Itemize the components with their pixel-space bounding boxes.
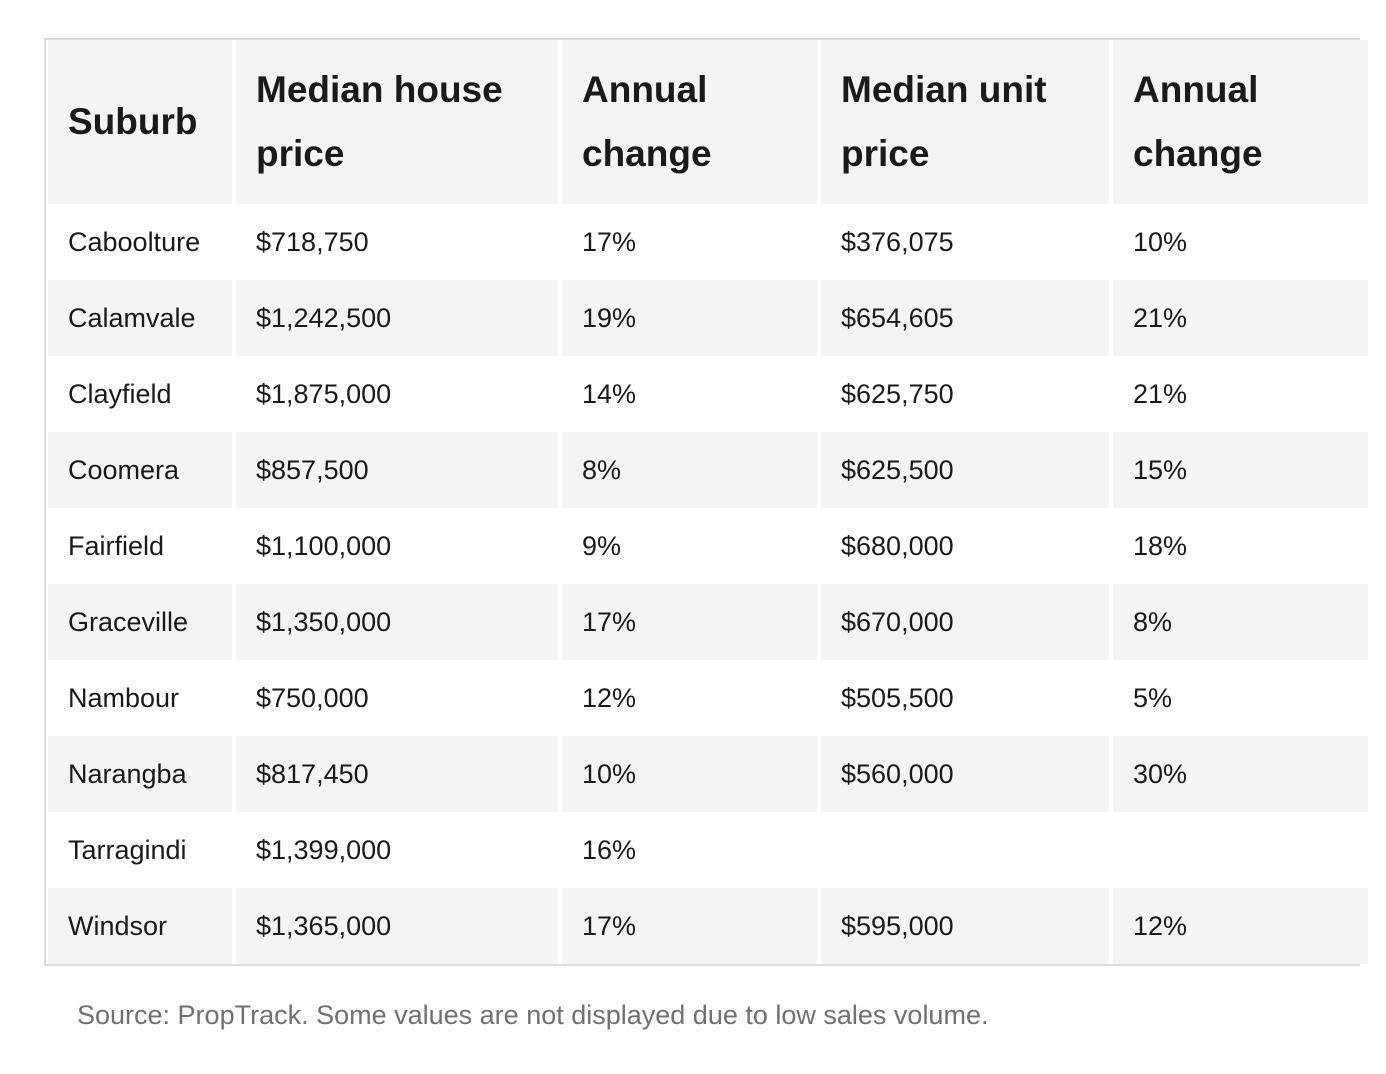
suburb-price-table: Suburb Median house price Annual change …: [44, 40, 1372, 964]
table-header-row: Suburb Median house price Annual change …: [48, 40, 1368, 204]
cell-suburb: Fairfield: [48, 508, 232, 584]
cell-unit-annual-change: [1113, 812, 1368, 888]
cell-house-annual-change: 12%: [562, 660, 817, 736]
cell-unit-annual-change: 12%: [1113, 888, 1368, 964]
cell-house-annual-change: 17%: [562, 204, 817, 280]
header-suburb: Suburb: [48, 40, 232, 204]
cell-median-unit-price: $680,000: [821, 508, 1109, 584]
cell-suburb: Nambour: [48, 660, 232, 736]
cell-median-unit-price: $376,075: [821, 204, 1109, 280]
cell-unit-annual-change: 30%: [1113, 736, 1368, 812]
cell-median-unit-price: $654,605: [821, 280, 1109, 356]
cell-median-house-price: $1,399,000: [236, 812, 558, 888]
cell-suburb: Windsor: [48, 888, 232, 964]
cell-suburb: Tarragindi: [48, 812, 232, 888]
cell-house-annual-change: 9%: [562, 508, 817, 584]
table-row: Tarragindi $1,399,000 16%: [48, 812, 1368, 888]
cell-median-house-price: $1,242,500: [236, 280, 558, 356]
cell-median-house-price: $750,000: [236, 660, 558, 736]
cell-unit-annual-change: 18%: [1113, 508, 1368, 584]
cell-median-unit-price: [821, 812, 1109, 888]
table-row: Caboolture $718,750 17% $376,075 10%: [48, 204, 1368, 280]
cell-median-unit-price: $560,000: [821, 736, 1109, 812]
source-note: Source: PropTrack. Some values are not d…: [77, 1000, 989, 1030]
cell-median-unit-price: $595,000: [821, 888, 1109, 964]
cell-median-unit-price: $505,500: [821, 660, 1109, 736]
cell-suburb: Clayfield: [48, 356, 232, 432]
cell-suburb: Narangba: [48, 736, 232, 812]
cell-house-annual-change: 8%: [562, 432, 817, 508]
price-table-container: Suburb Median house price Annual change …: [44, 38, 1368, 966]
cell-median-house-price: $817,450: [236, 736, 558, 812]
cell-median-unit-price: $625,500: [821, 432, 1109, 508]
cell-median-unit-price: $670,000: [821, 584, 1109, 660]
header-median-house-price: Median house price: [236, 40, 558, 204]
table-row: Coomera $857,500 8% $625,500 15%: [48, 432, 1368, 508]
table-row: Nambour $750,000 12% $505,500 5%: [48, 660, 1368, 736]
cell-median-house-price: $1,100,000: [236, 508, 558, 584]
header-house-annual-change: Annual change: [562, 40, 817, 204]
cell-unit-annual-change: 5%: [1113, 660, 1368, 736]
cell-suburb: Caboolture: [48, 204, 232, 280]
cell-house-annual-change: 17%: [562, 584, 817, 660]
cell-median-house-price: $1,875,000: [236, 356, 558, 432]
cell-house-annual-change: 10%: [562, 736, 817, 812]
cell-unit-annual-change: 15%: [1113, 432, 1368, 508]
cell-house-annual-change: 14%: [562, 356, 817, 432]
cell-median-house-price: $1,350,000: [236, 584, 558, 660]
table-row: Clayfield $1,875,000 14% $625,750 21%: [48, 356, 1368, 432]
table-row: Fairfield $1,100,000 9% $680,000 18%: [48, 508, 1368, 584]
cell-house-annual-change: 17%: [562, 888, 817, 964]
cell-house-annual-change: 16%: [562, 812, 817, 888]
table-row: Narangba $817,450 10% $560,000 30%: [48, 736, 1368, 812]
cell-unit-annual-change: 21%: [1113, 356, 1368, 432]
cell-suburb: Graceville: [48, 584, 232, 660]
cell-unit-annual-change: 8%: [1113, 584, 1368, 660]
cell-house-annual-change: 19%: [562, 280, 817, 356]
cell-median-house-price: $718,750: [236, 204, 558, 280]
table-row: Graceville $1,350,000 17% $670,000 8%: [48, 584, 1368, 660]
cell-unit-annual-change: 10%: [1113, 204, 1368, 280]
header-median-unit-price: Median unit price: [821, 40, 1109, 204]
cell-median-unit-price: $625,750: [821, 356, 1109, 432]
table-row: Calamvale $1,242,500 19% $654,605 21%: [48, 280, 1368, 356]
cell-suburb: Calamvale: [48, 280, 232, 356]
table-row: Windsor $1,365,000 17% $595,000 12%: [48, 888, 1368, 964]
cell-unit-annual-change: 21%: [1113, 280, 1368, 356]
cell-suburb: Coomera: [48, 432, 232, 508]
cell-median-house-price: $857,500: [236, 432, 558, 508]
cell-median-house-price: $1,365,000: [236, 888, 558, 964]
header-unit-annual-change: Annual change: [1113, 40, 1368, 204]
